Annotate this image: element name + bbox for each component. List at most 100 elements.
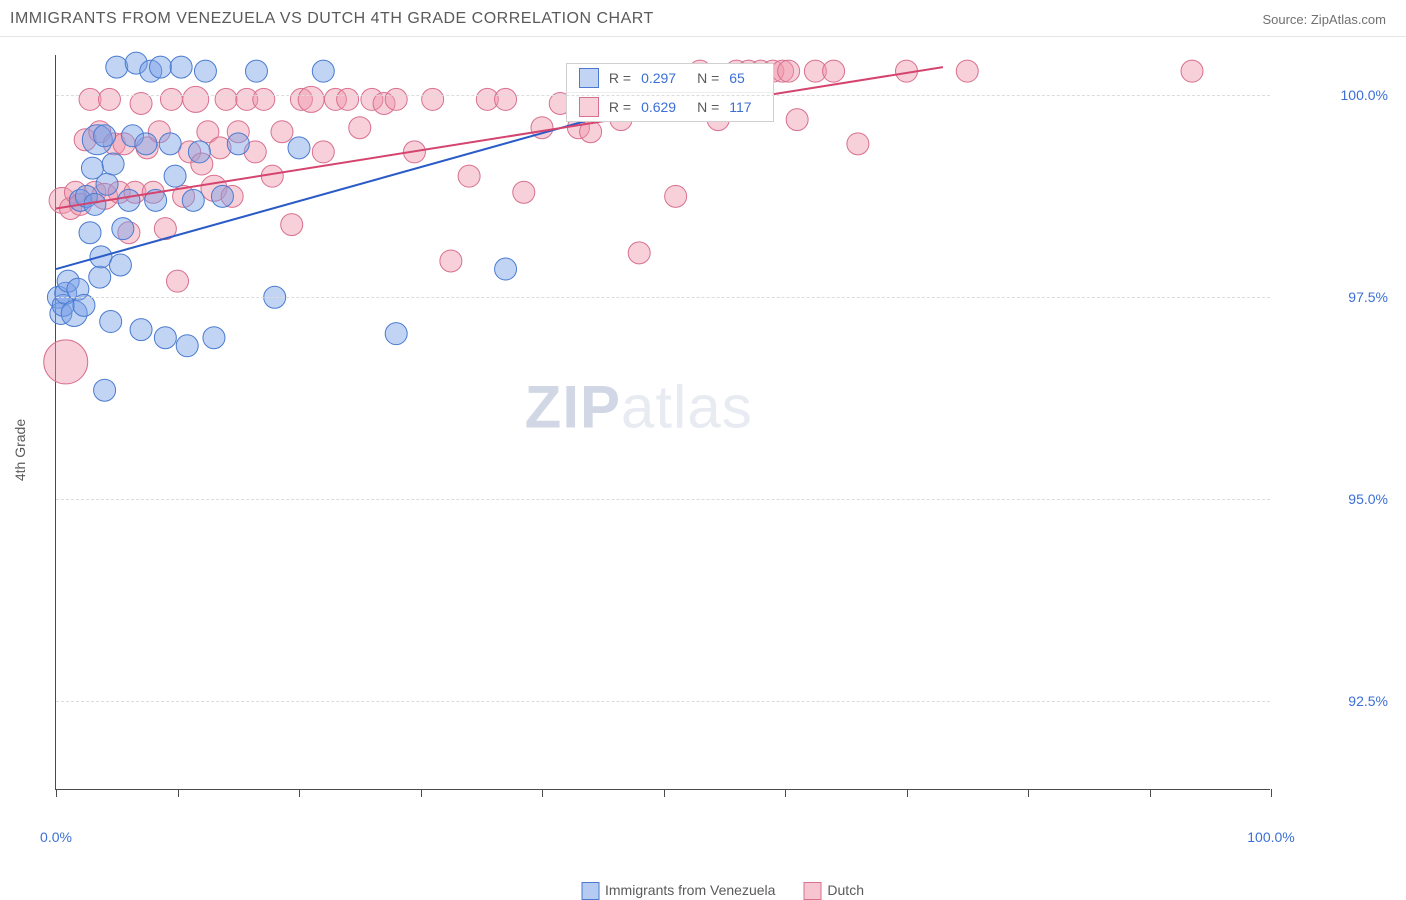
venezuela-point [154,327,176,349]
x-tick-mark [299,789,300,797]
x-tick-mark [542,789,543,797]
gridline-h [56,95,1270,96]
dutch-point [271,121,293,143]
legend-label: Dutch [827,882,864,898]
venezuela-point [182,189,204,211]
source-name: ZipAtlas.com [1311,12,1386,27]
correlation-box: R = 0.297 N = 65 R = 0.629 N = 117 [566,63,774,122]
venezuela-point [135,133,157,155]
legend-item: Immigrants from Venezuela [581,882,775,900]
legend-item: Dutch [803,882,864,900]
gridline-h [56,701,1270,702]
dutch-point [385,88,407,110]
x-tick-mark [1028,789,1029,797]
dutch-point [298,86,324,112]
venezuela-point [170,56,192,78]
x-tick-mark [1271,789,1272,797]
venezuela-point [194,60,216,82]
venezuela-point [94,125,116,147]
source-prefix: Source: [1262,12,1310,27]
dutch-point [440,250,462,272]
dutch-point [183,86,209,112]
venezuela-point [106,56,128,78]
plot-area: ZIPatlas R =0.297N =65R =0.629N =117 92.… [55,55,1270,790]
n-label: N = [697,70,719,86]
venezuela-point [312,60,334,82]
r-value: 0.297 [641,70,687,86]
venezuela-point [288,137,310,159]
venezuela-point [188,141,210,163]
venezuela-point [227,133,249,155]
x-tick-label: 0.0% [40,829,72,845]
venezuela-point [102,153,124,175]
dutch-point [160,88,182,110]
legend-label: Immigrants from Venezuela [605,882,775,898]
venezuela-point [245,60,267,82]
dutch-point [349,117,371,139]
chart-title: IMMIGRANTS FROM VENEZUELA VS DUTCH 4TH G… [10,10,654,28]
venezuela-point [109,254,131,276]
venezuela-point [176,335,198,357]
x-tick-mark [56,789,57,797]
dutch-point [44,340,88,384]
gridline-h [56,297,1270,298]
dutch-point [98,88,120,110]
dutch-point [778,60,800,82]
venezuela-point [118,189,140,211]
dutch-point [281,214,303,236]
legend-swatch-icon [803,882,821,900]
venezuela-point [100,311,122,333]
venezuela-point [385,323,407,345]
n-value: 117 [729,99,761,115]
venezuela-swatch-icon [579,68,599,88]
x-tick-mark [1150,789,1151,797]
n-value: 65 [729,70,761,86]
dutch-point [167,270,189,292]
correlation-row-venezuela: R = 0.297 N = 65 [567,64,773,92]
dutch-point [665,185,687,207]
venezuela-point [495,258,517,280]
dutch-point [215,88,237,110]
dutch-point [79,88,101,110]
venezuela-point [112,218,134,240]
dutch-point [847,133,869,155]
r-label: R = [609,70,631,86]
y-tick-label: 100.0% [1278,87,1388,103]
dutch-point [1181,60,1203,82]
venezuela-point [159,133,181,155]
dutch-point [495,88,517,110]
venezuela-point [164,165,186,187]
x-tick-mark [907,789,908,797]
y-tick-label: 95.0% [1278,491,1388,507]
dutch-point [312,141,334,163]
scatter-svg [56,55,1271,790]
dutch-point [628,242,650,264]
y-axis-label: 4th Grade [12,419,28,481]
r-label: R = [609,99,631,115]
x-tick-mark [421,789,422,797]
x-tick-mark [664,789,665,797]
dutch-point [823,60,845,82]
venezuela-point [149,56,171,78]
venezuela-point [130,319,152,341]
dutch-point [513,181,535,203]
x-tick-mark [785,789,786,797]
gridline-h [56,499,1270,500]
dutch-point [786,109,808,131]
legend: Immigrants from Venezuela Dutch [581,882,864,900]
n-label: N = [697,99,719,115]
venezuela-point [89,266,111,288]
legend-swatch-icon [581,882,599,900]
dutch-point [253,88,275,110]
header: IMMIGRANTS FROM VENEZUELA VS DUTCH 4TH G… [0,0,1406,37]
y-tick-label: 97.5% [1278,289,1388,305]
chart-container: 4th Grade ZIPatlas R =0.297N =65R =0.629… [55,55,1390,845]
x-tick-mark [178,789,179,797]
venezuela-point [211,185,233,207]
y-tick-label: 92.5% [1278,693,1388,709]
r-value: 0.629 [641,99,687,115]
venezuela-point [94,379,116,401]
dutch-point [458,165,480,187]
dutch-point [956,60,978,82]
source-label: Source: ZipAtlas.com [1262,12,1386,27]
